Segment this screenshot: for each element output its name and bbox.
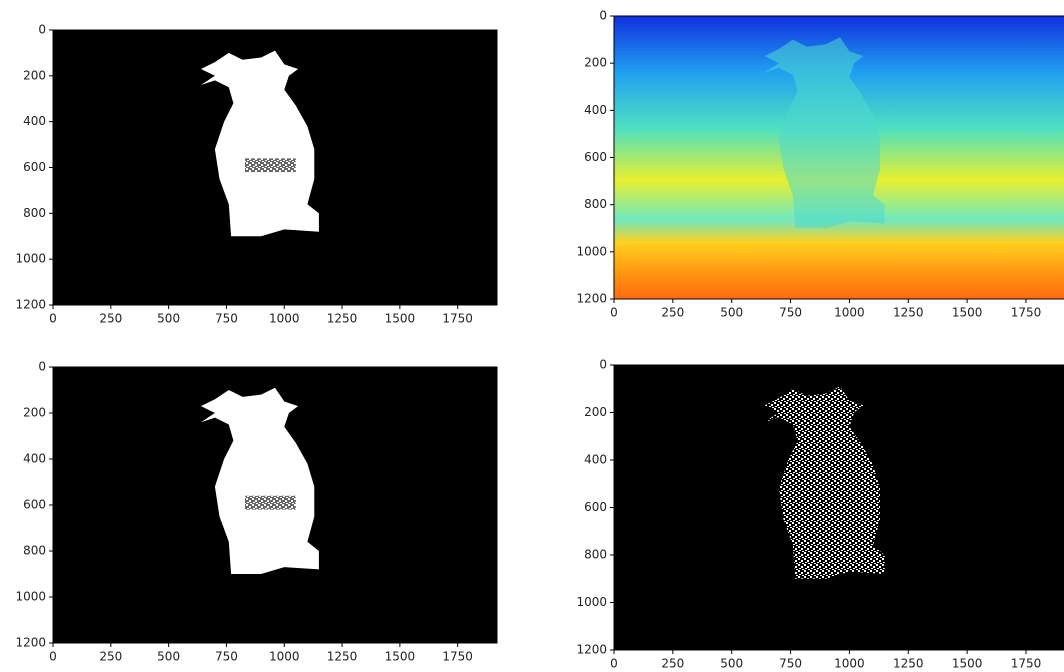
y-tick-label: 1000 — [15, 252, 46, 266]
figure: 0200400600800100012000250500750100012501… — [0, 0, 1064, 672]
y-tick-label: 1200 — [15, 636, 46, 650]
y-tick-label: 800 — [584, 548, 607, 562]
y-tick-label: 600 — [23, 160, 46, 174]
x-tick-label: 1000 — [834, 306, 865, 320]
x-tick-label: 0 — [49, 312, 57, 326]
x-tick-label: 1000 — [269, 312, 300, 326]
x-tick-label: 500 — [157, 312, 180, 326]
x-tick-label: 0 — [610, 306, 618, 320]
y-tick-label: 800 — [23, 544, 46, 558]
x-tick-label: 1250 — [327, 312, 358, 326]
x-tick-label: 0 — [610, 657, 618, 671]
x-tick-label: 750 — [215, 312, 238, 326]
y-tick-label: 1200 — [576, 643, 607, 657]
y-tick-label: 800 — [23, 206, 46, 220]
y-tick-label: 1200 — [15, 298, 46, 312]
y-tick-label: 400 — [584, 103, 607, 117]
y-tick-label: 600 — [584, 500, 607, 514]
x-tick-label: 1000 — [269, 650, 300, 664]
x-tick-label: 1500 — [952, 306, 983, 320]
x-tick-label: 1750 — [442, 650, 473, 664]
x-tick-label: 1500 — [385, 650, 416, 664]
mask-holes — [245, 496, 296, 510]
y-tick-label: 1000 — [15, 590, 46, 604]
y-tick-label: 200 — [23, 406, 46, 420]
x-tick-label: 1250 — [893, 306, 924, 320]
x-tick-label: 250 — [661, 657, 684, 671]
x-tick-label: 750 — [779, 306, 802, 320]
y-tick-label: 400 — [584, 453, 607, 467]
x-tick-label: 1250 — [893, 657, 924, 671]
y-tick-label: 600 — [23, 498, 46, 512]
x-tick-label: 1750 — [1011, 306, 1042, 320]
y-tick-label: 0 — [38, 23, 46, 37]
y-tick-label: 200 — [23, 68, 46, 82]
y-tick-label: 1000 — [576, 595, 607, 609]
x-tick-label: 750 — [215, 650, 238, 664]
x-tick-label: 250 — [99, 312, 122, 326]
y-tick-label: 200 — [584, 405, 607, 419]
mask-holes — [245, 158, 296, 172]
y-tick-label: 800 — [584, 197, 607, 211]
y-tick-label: 1200 — [576, 292, 607, 306]
x-tick-label: 250 — [661, 306, 684, 320]
x-tick-label: 1750 — [1011, 657, 1042, 671]
y-tick-label: 1000 — [576, 244, 607, 258]
y-tick-label: 200 — [584, 56, 607, 70]
x-tick-label: 1750 — [442, 312, 473, 326]
x-tick-label: 250 — [99, 650, 122, 664]
y-tick-label: 600 — [584, 150, 607, 164]
x-tick-label: 1500 — [952, 657, 983, 671]
y-tick-label: 400 — [23, 452, 46, 466]
x-tick-label: 750 — [779, 657, 802, 671]
x-tick-label: 1000 — [834, 657, 865, 671]
x-tick-label: 500 — [157, 650, 180, 664]
x-tick-label: 500 — [720, 306, 743, 320]
x-tick-label: 500 — [720, 657, 743, 671]
x-tick-label: 1250 — [327, 650, 358, 664]
y-tick-label: 0 — [599, 9, 607, 23]
x-tick-label: 1500 — [385, 312, 416, 326]
y-tick-label: 0 — [599, 358, 607, 372]
x-tick-label: 0 — [49, 650, 57, 664]
y-tick-label: 0 — [38, 360, 46, 374]
y-tick-label: 400 — [23, 114, 46, 128]
